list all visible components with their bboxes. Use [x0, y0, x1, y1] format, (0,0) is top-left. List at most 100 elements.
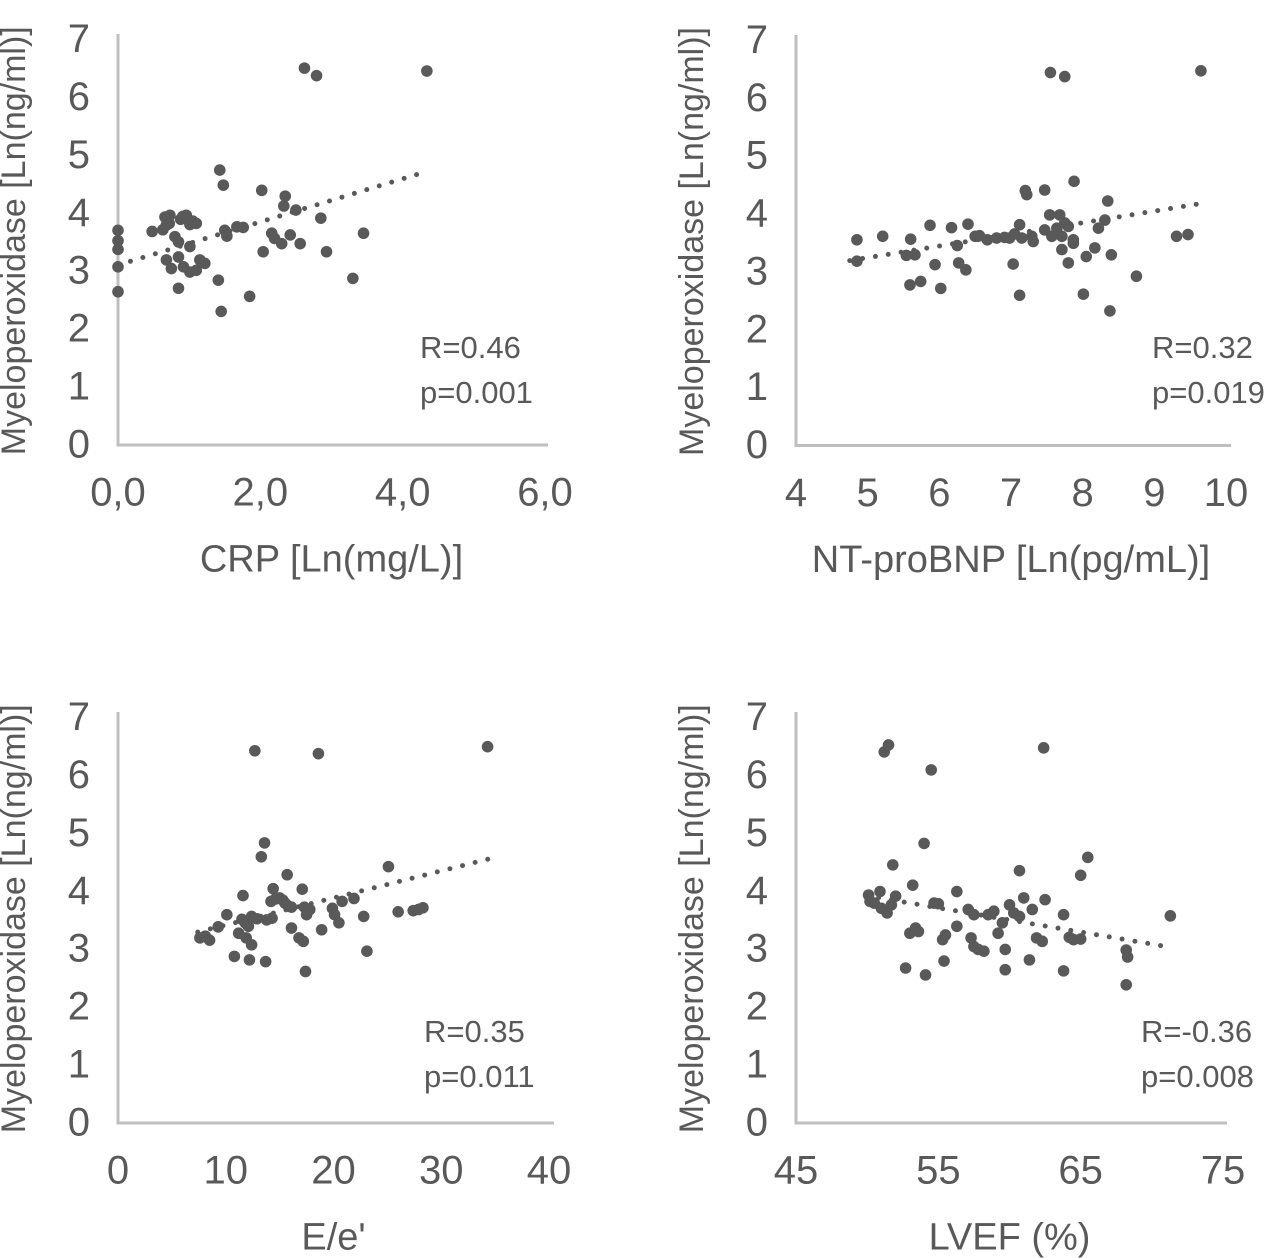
data-point [909, 249, 921, 261]
data-point [112, 224, 124, 237]
data-point [279, 190, 292, 202]
x-tick-label: 75 [1201, 1149, 1246, 1193]
y-tick-label: 0 [746, 423, 768, 467]
data-point [296, 883, 309, 896]
data-point [934, 282, 947, 295]
scatter-panel-ee: 0 1 2 3 4 5 6 7 0 10 20 30 40 Myeloperoxidase [Ln(ng/… [0, 695, 572, 1258]
y-tick-label: 1 [68, 365, 90, 409]
data-point [303, 903, 316, 916]
scatter-panel-ntprobnp: 0 1 2 3 4 5 6 7 4 5 6 7 8 9 10 Myeloperoxidase [Ln(ng/m… [673, 18, 1265, 581]
x-tick-label: 40 [527, 1149, 572, 1193]
x-axis-title: E/e' [301, 1217, 365, 1258]
data-point [904, 233, 917, 245]
y-axis-title: Myeloperoxidase [Ln(ng/ml)] [673, 27, 711, 456]
data-point [421, 65, 433, 77]
data-point [172, 251, 185, 263]
data-point [347, 272, 359, 285]
y-axis-title: Myeloperoxidase [Ln(ng/ml)] [0, 26, 33, 455]
data-point [1013, 864, 1026, 877]
data-point [357, 227, 370, 240]
data-point [333, 917, 345, 929]
data-point [1039, 893, 1051, 906]
data-point [243, 290, 256, 303]
y-tick-label: 6 [746, 76, 768, 120]
data-point [874, 885, 886, 898]
data-point [285, 901, 298, 913]
data-point [899, 962, 912, 974]
data-point [257, 245, 269, 258]
y-tick-label: 5 [68, 133, 90, 177]
data-point [929, 258, 941, 271]
data-point [1164, 910, 1177, 922]
data-point [164, 209, 176, 222]
data-point [112, 285, 124, 298]
data-point [1074, 933, 1087, 945]
y-tick-label: 6 [746, 753, 768, 797]
data-point [190, 217, 203, 230]
y-tick-label: 7 [746, 695, 768, 739]
data-point [1170, 230, 1183, 243]
data-point [242, 920, 255, 933]
y-tick-label: 3 [68, 249, 90, 293]
data-point [992, 927, 1004, 940]
data-point [952, 257, 965, 269]
y-tick-label: 0 [68, 423, 90, 467]
data-point [1092, 222, 1105, 234]
data-point [190, 264, 203, 277]
data-point [297, 935, 310, 948]
data-point [1074, 869, 1087, 882]
data-point [249, 744, 261, 757]
data-point [348, 892, 360, 905]
data-point [924, 219, 936, 232]
p-annotation: p=0.008 [1141, 1059, 1254, 1094]
y-tick-label: 1 [68, 1043, 90, 1087]
data-point [925, 764, 938, 776]
data-point [988, 905, 1000, 918]
data-point [1017, 892, 1030, 904]
y-tick-label: 2 [746, 985, 768, 1029]
data-point [938, 955, 950, 967]
data-point [255, 184, 268, 197]
data-point [1027, 235, 1040, 248]
data-point [978, 945, 990, 957]
y-tick-label: 6 [68, 753, 90, 797]
data-point [392, 905, 404, 918]
data-point [112, 243, 124, 256]
y-tick-label: 4 [68, 191, 90, 235]
y-tick-label: 3 [68, 927, 90, 971]
data-point [1058, 70, 1071, 83]
x-tick-label: 4 [785, 471, 807, 515]
y-tick-label: 4 [746, 192, 768, 236]
x-axis-title: CRP [Ln(mg/L)] [200, 539, 463, 581]
x-tick-label: 65 [1058, 1149, 1103, 1193]
data-point [876, 230, 889, 243]
trend-line [847, 200, 1209, 264]
data-point [1080, 250, 1093, 263]
data-point [939, 929, 952, 941]
y-tick-label: 1 [746, 365, 768, 409]
data-point [1081, 851, 1094, 864]
y-axis-title: Myeloperoxidase [Ln(ng/ml)] [0, 704, 33, 1133]
data-point [919, 969, 932, 981]
data-point [1067, 237, 1080, 250]
data-point [1077, 288, 1090, 300]
data-point [1068, 175, 1080, 188]
data-point [237, 889, 249, 902]
data-point [146, 225, 158, 238]
x-tick-label: 10 [1204, 471, 1249, 515]
data-point [298, 62, 311, 74]
data-point [112, 234, 124, 247]
data-point [951, 885, 963, 898]
data-point [1120, 978, 1133, 991]
data-point [1062, 257, 1075, 269]
data-point [851, 233, 863, 246]
data-point [1036, 935, 1049, 948]
x-tick-label: 20 [311, 1149, 356, 1193]
trend-line [195, 855, 496, 935]
r-annotation: R=0.32 [1152, 330, 1253, 365]
x-tick-label: 8 [1072, 471, 1094, 515]
data-point [951, 920, 963, 933]
y-tick-label: 5 [746, 811, 768, 855]
data-point [281, 868, 293, 881]
